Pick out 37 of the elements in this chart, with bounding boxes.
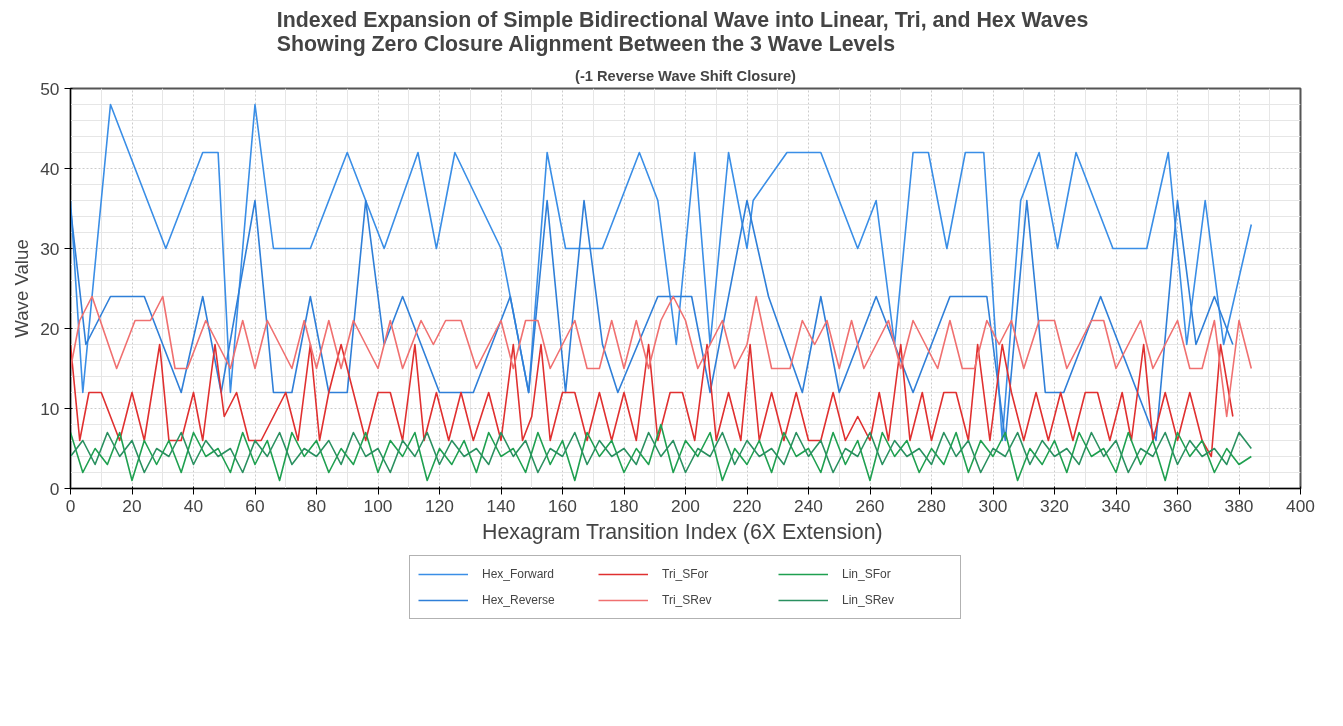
chart-subtitle: (-1 Reverse Wave Shift Closure) — [575, 67, 797, 84]
x-axis-title: Hexagram Transition Index (6X Extension) — [482, 519, 883, 544]
x-tick-label: 240 — [794, 495, 823, 516]
y-axis-title: Wave Value — [11, 239, 33, 338]
x-tick-label: 180 — [609, 495, 639, 516]
x-tick-label: 160 — [548, 495, 577, 516]
y-tick-label: 10 — [40, 398, 60, 419]
x-tick-label: 320 — [1040, 495, 1069, 516]
x-tick-label: 40 — [183, 495, 204, 516]
x-tick-label: 300 — [978, 495, 1008, 516]
x-tick-label: 340 — [1101, 495, 1131, 516]
legend-label: Hex_Forward — [482, 567, 556, 581]
legend-label: Lin_SFor — [842, 567, 892, 581]
y-tick-label: 50 — [40, 78, 60, 99]
x-tick-label: 80 — [306, 495, 327, 516]
x-tick-label: 200 — [671, 495, 700, 516]
x-tick-label: 380 — [1224, 495, 1254, 516]
legend-label: Hex_Reverse — [482, 593, 556, 607]
x-tick-label: 220 — [732, 495, 762, 516]
chart-title: Indexed Expansion of Simple Bidirectional Wave into Linear, Tri, and Hex Waves Showing Zero Closure Alignment Between the 3 Wave Levels — [276, 7, 1089, 56]
legend-label: Tri_SRev — [662, 593, 713, 607]
x-tick-label: 360 — [1163, 495, 1192, 516]
legend-label: Lin_SRev — [842, 593, 896, 607]
x-tick-label: 100 — [363, 495, 393, 516]
legend-label: Tri_SFor — [662, 567, 710, 581]
x-tick-label: 140 — [486, 495, 516, 516]
x-tick-label: 60 — [245, 495, 265, 516]
x-tick-label: 400 — [1286, 495, 1315, 516]
x-tick-label: 260 — [855, 495, 885, 516]
x-tick-label: 120 — [425, 495, 454, 516]
x-tick-label: 0 — [65, 495, 76, 516]
x-tick-label: 20 — [122, 495, 142, 516]
y-tick-label: 0 — [49, 478, 60, 499]
y-tick-label: 20 — [40, 318, 60, 339]
y-tick-label: 30 — [40, 238, 60, 259]
y-tick-label: 40 — [40, 158, 60, 179]
x-tick-label: 280 — [917, 495, 946, 516]
